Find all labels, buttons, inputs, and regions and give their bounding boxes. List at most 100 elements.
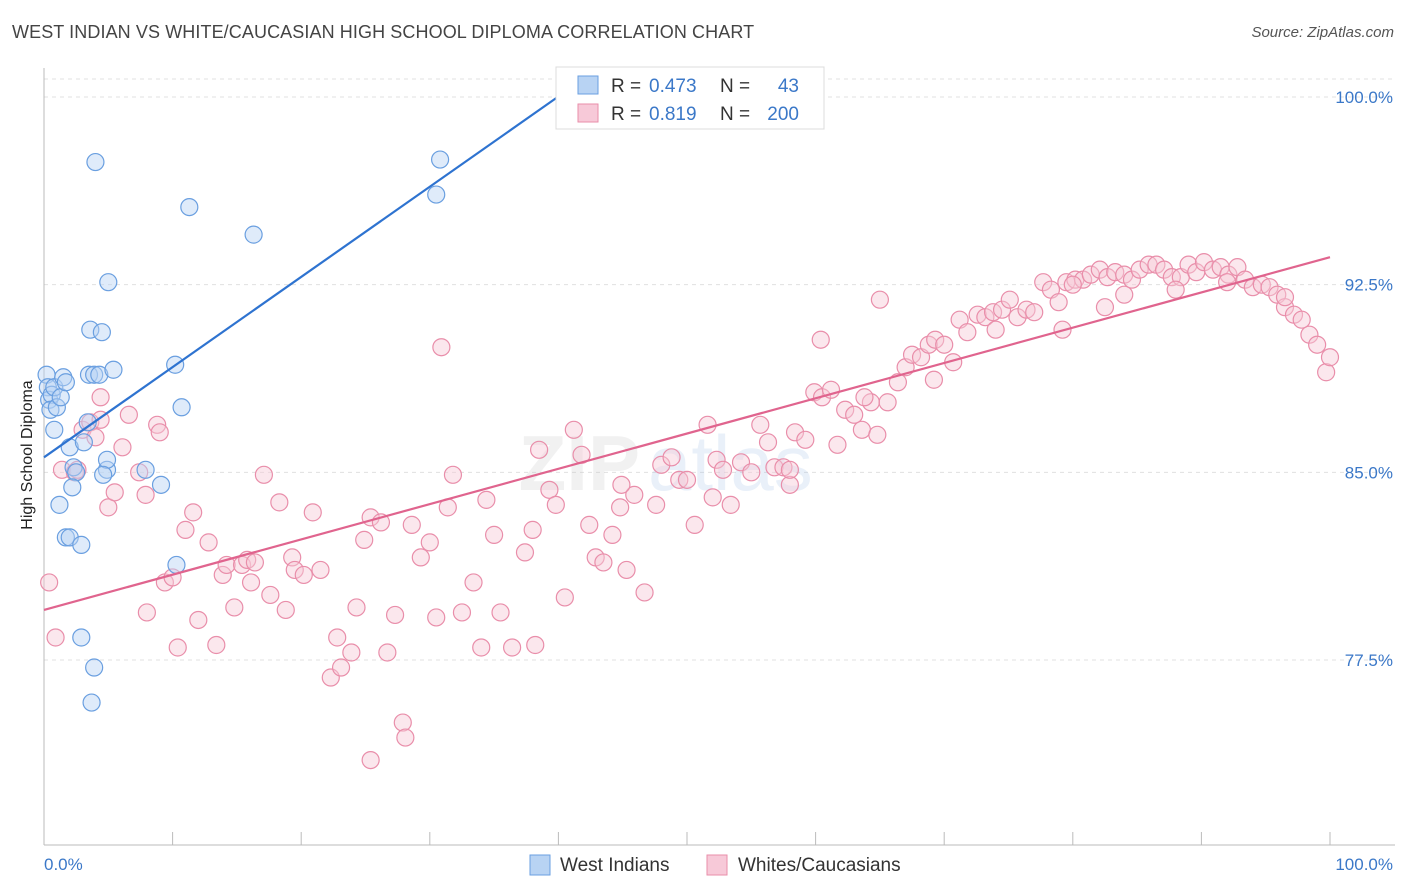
white-point-48 [355,530,374,549]
white-point-109 [868,425,887,444]
y-tick-label-0: 77.5% [1345,651,1393,670]
west-indian-point-25 [81,320,100,339]
white-point-46 [342,643,361,662]
west-indian-point-32 [136,460,155,479]
white-point-72 [564,420,583,439]
trend-line-west-indians [43,91,566,459]
west-indian-point-21 [79,365,99,384]
west-indian-point-36 [172,398,191,417]
white-point-82 [647,495,666,514]
west-indian-point-22 [85,365,104,384]
white-point-77 [603,525,622,544]
white-point-18 [150,423,169,442]
white-point-172 [396,728,415,747]
white-point-37 [276,600,295,620]
white-point-51 [378,643,397,662]
white-point-60 [452,603,472,622]
white-point-161 [1292,310,1311,329]
white-point-69 [540,480,559,499]
white-point-163 [1308,335,1327,354]
legend-swatch-west-indians [529,854,551,876]
white-point-167 [811,330,830,349]
west-indian-point-42 [427,185,446,204]
white-point-68 [530,440,549,459]
white-point-86 [677,470,697,489]
white-point-79 [617,560,636,580]
white-point-175 [612,475,631,494]
y-tick-label-3: 100.0% [1335,88,1393,107]
white-point-93 [742,463,761,482]
white-point-176 [703,488,722,507]
white-point-94 [751,415,770,434]
white-point-162 [1300,325,1319,344]
x-tick-label-0: 0.0% [44,855,83,874]
white-point-120 [958,323,977,342]
x-tick-labels: 0.0% 100.0% [44,855,1393,874]
west-indian-point-24 [90,365,109,384]
west-indian-point-15 [50,495,69,514]
white-point-88 [698,415,717,434]
white-point-11 [105,483,124,502]
white-point-57 [427,608,446,627]
white-point-124 [992,300,1012,319]
west-indian-point-19 [74,433,93,452]
west-indian-point-26 [92,323,111,342]
white-point-165 [1320,348,1340,367]
white-point-106 [845,405,864,424]
legend-swatch-whites [706,854,728,876]
white-point-182 [1115,285,1134,304]
white-point-36 [270,493,289,512]
legend-n-value-1: 43 [778,76,799,97]
white-point-117 [935,335,954,354]
white-point-12 [113,438,132,457]
white-point-81 [635,583,654,602]
white-point-78 [611,498,630,517]
legend-r-value-1: 0.473 [649,76,697,97]
white-point-53 [393,713,412,732]
white-point-85 [670,470,689,489]
chart-title: WEST INDIAN VS WHITE/CAUCASIAN HIGH SCHO… [12,22,755,42]
white-point-70 [546,495,565,514]
white-point-157 [1260,278,1279,297]
white-point-95 [758,433,778,452]
white-point-71 [555,588,574,607]
west-indian-point-27 [104,360,123,379]
white-point-9 [91,388,110,407]
white-point-59 [443,465,463,484]
white-point-65 [503,638,522,657]
white-point-110 [878,393,897,412]
west-indian-point-8 [54,368,73,387]
white-point-16 [137,603,156,622]
x-tick-label-1: 100.0% [1335,855,1393,874]
white-point-141 [1130,260,1149,279]
white-point-103 [821,380,841,399]
y-tick-label-1: 85.0% [1345,463,1393,482]
white-point-174 [526,635,545,655]
y-tick-label-2: 92.5% [1345,276,1393,295]
white-point-98 [780,475,799,494]
white-point-55 [411,548,430,567]
west-indian-point-23 [86,152,105,172]
white-point-128 [1025,303,1044,322]
legend-n-value-2: 200 [767,104,799,125]
white-point-125 [1000,290,1019,309]
legend-r-value-2: 0.819 [649,104,697,125]
white-point-183 [1166,280,1185,299]
white-point-62 [477,490,496,509]
white-point-168 [870,290,890,309]
white-point-105 [836,400,855,419]
white-point-54 [402,515,421,534]
west-indian-point-18 [72,535,91,554]
legend-r-label-1: R = [611,76,641,97]
west-indian-point-12 [64,458,83,477]
white-point-136 [1090,260,1109,279]
white-point-25 [199,533,218,552]
white-point-61 [464,573,483,592]
white-point-173 [472,638,491,657]
white-point-104 [828,435,847,454]
west-indian-point-10 [45,420,64,439]
white-point-80 [625,485,644,504]
legend-swatch-pink [577,103,599,123]
y-tick-labels: 77.5% 85.0% 92.5% 100.0% [1335,88,1393,670]
